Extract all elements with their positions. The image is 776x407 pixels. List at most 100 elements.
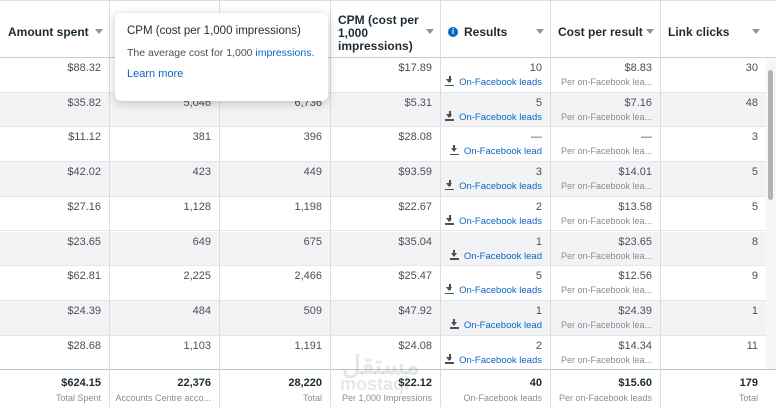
- vertical-scrollbar[interactable]: [766, 58, 776, 369]
- cell-results: 1 On-Facebook lead: [440, 301, 550, 335]
- results-type-link[interactable]: On-Facebook lead: [449, 249, 542, 262]
- sort-caret-icon[interactable]: [95, 29, 103, 34]
- cell-value: $11.12: [68, 131, 101, 144]
- cost-per-result-sublabel: Per on-Facebook lea...: [560, 319, 652, 330]
- total-amount-spent: $624.15 Total Spent: [0, 370, 109, 407]
- cpm-tooltip: CPM (cost per 1,000 impressions) The ave…: [115, 13, 328, 101]
- table-row[interactable]: $11.12 381 396 $28.08 — On-Facebook lead — Per …: [0, 127, 776, 163]
- download-icon[interactable]: [445, 284, 455, 295]
- sort-caret-icon[interactable]: [426, 29, 434, 34]
- cell-value: 423: [192, 166, 211, 179]
- col-header-link-clicks[interactable]: Link clicks: [660, 1, 766, 59]
- col-header-amount-spent[interactable]: Amount spent: [0, 1, 109, 59]
- cell-value: —: [531, 131, 542, 144]
- cell-results: 1 On-Facebook lead: [440, 232, 550, 266]
- table-row[interactable]: $42.02 423 449 $93.59 3 On-Facebook leads $14.…: [0, 162, 776, 197]
- info-icon[interactable]: i: [448, 27, 458, 37]
- results-type-label: On-Facebook lead: [463, 250, 542, 262]
- cell-value: 2: [535, 200, 542, 213]
- cell-value: 8: [751, 235, 758, 248]
- sort-caret-icon[interactable]: [536, 29, 544, 34]
- column-divider[interactable]: [109, 0, 110, 407]
- col-header-label: Results: [464, 25, 508, 39]
- cell-c2: 1,103: [109, 336, 219, 370]
- download-icon[interactable]: [445, 76, 455, 86]
- results-type-label: On-Facebook lead: [463, 319, 542, 331]
- results-type-link[interactable]: On-Facebook leads: [445, 110, 542, 123]
- table-row[interactable]: $88.32 $17.89 10 On-Facebook leads $8.83 Per …: [0, 58, 776, 93]
- cell-value: 381: [192, 131, 211, 144]
- sort-caret-icon[interactable]: [752, 29, 760, 34]
- cell-value: 5: [535, 270, 542, 283]
- cell-value: $28.68: [67, 339, 101, 352]
- cell-cpr: $14.01 Per on-Facebook lea...: [550, 162, 660, 196]
- download-icon[interactable]: [449, 249, 459, 260]
- sort-caret-icon[interactable]: [646, 29, 654, 34]
- cell-value: $17.89: [398, 62, 432, 74]
- column-divider[interactable]: [219, 0, 220, 407]
- cell-cpm: $35.04: [330, 232, 440, 266]
- total-value: 40: [529, 377, 542, 389]
- cell-clicks: 5: [660, 197, 766, 231]
- cell-value: 10: [529, 62, 542, 74]
- download-icon[interactable]: [449, 145, 459, 156]
- results-type-link[interactable]: On-Facebook lead: [449, 145, 542, 157]
- tooltip-description: The average cost for 1,000 impressions.: [127, 47, 316, 59]
- total-label: Accounts Centre acco...: [115, 393, 211, 403]
- download-icon[interactable]: [445, 180, 455, 191]
- watermark-logo: مستقل mostaql: [336, 350, 446, 398]
- cell-c3: 1,191: [219, 336, 330, 370]
- col-header-cost-per-result[interactable]: Cost per result: [550, 1, 660, 59]
- cell-c2: 649: [109, 232, 219, 266]
- cell-results: 5 On-Facebook leads: [440, 93, 550, 127]
- download-icon[interactable]: [449, 318, 459, 329]
- cell-value: 2,466: [294, 270, 322, 283]
- cell-cpr: $13.58 Per on-Facebook lea...: [550, 197, 660, 231]
- results-type-link[interactable]: On-Facebook leads: [445, 214, 542, 227]
- cell-value: $7.16: [624, 96, 652, 109]
- col-header-cpm[interactable]: CPM (cost per 1,000 impressions): [330, 1, 440, 59]
- results-type-link[interactable]: On-Facebook lead: [449, 318, 542, 331]
- column-divider[interactable]: [660, 0, 661, 407]
- table-row[interactable]: $24.39 484 509 $47.92 1 On-Facebook lead $24.3…: [0, 300, 776, 336]
- total-cost-per-result: $15.60 Per on-Facebook leads: [550, 370, 660, 407]
- learn-more-link[interactable]: Learn more: [127, 68, 184, 80]
- column-divider[interactable]: [550, 0, 551, 407]
- total-value: 28,220: [288, 377, 322, 389]
- results-type-link[interactable]: On-Facebook leads: [445, 180, 542, 192]
- download-icon[interactable]: [445, 214, 455, 225]
- total-value: 22,376: [177, 377, 211, 389]
- cell-value: $14.34: [618, 339, 652, 352]
- results-type-label: On-Facebook leads: [459, 181, 542, 193]
- cell-amount: $62.81: [0, 266, 109, 300]
- cell-clicks: 3: [660, 127, 766, 161]
- cell-cpr: $7.16 Per on-Facebook lea...: [550, 93, 660, 127]
- cell-amount: $35.82: [0, 93, 109, 127]
- cell-value: $24.08: [398, 339, 432, 352]
- download-icon[interactable]: [445, 110, 455, 121]
- cell-value: $5.31: [404, 96, 432, 109]
- results-type-link[interactable]: On-Facebook leads: [445, 284, 542, 296]
- col-header-label: Cost per result: [558, 25, 643, 39]
- cell-c2: 1,128: [109, 197, 219, 231]
- results-type-link[interactable]: On-Facebook leads: [445, 76, 542, 88]
- download-icon[interactable]: [445, 353, 455, 364]
- column-divider[interactable]: [330, 0, 331, 407]
- impressions-link[interactable]: impressions.: [255, 47, 315, 59]
- cell-cpm: $24.08: [330, 336, 440, 370]
- cell-cpr: $23.65 Per on-Facebook lea...: [550, 232, 660, 266]
- cell-value: 649: [192, 235, 211, 248]
- cell-value: $27.16: [67, 200, 101, 213]
- cell-c3: 509: [219, 301, 330, 335]
- table-row[interactable]: $62.81 2,225 2,466 $25.47 5 On-Facebook leads…: [0, 266, 776, 301]
- cost-per-result-sublabel: Per on-Facebook lea...: [560, 111, 652, 122]
- results-type-link[interactable]: On-Facebook leads: [445, 353, 542, 366]
- cell-amount: $28.68: [0, 336, 109, 370]
- table-row[interactable]: $27.16 1,128 1,198 $22.67 2 On-Facebook leads…: [0, 197, 776, 232]
- col-header-results[interactable]: i Results: [440, 1, 550, 59]
- results-type-label: On-Facebook leads: [459, 285, 542, 297]
- scrollbar-thumb[interactable]: [768, 70, 773, 200]
- cell-value: $23.65: [67, 235, 101, 248]
- table-row[interactable]: $23.65 649 675 $35.04 1 On-Facebook lead $23.6…: [0, 231, 776, 267]
- column-divider[interactable]: [440, 0, 441, 407]
